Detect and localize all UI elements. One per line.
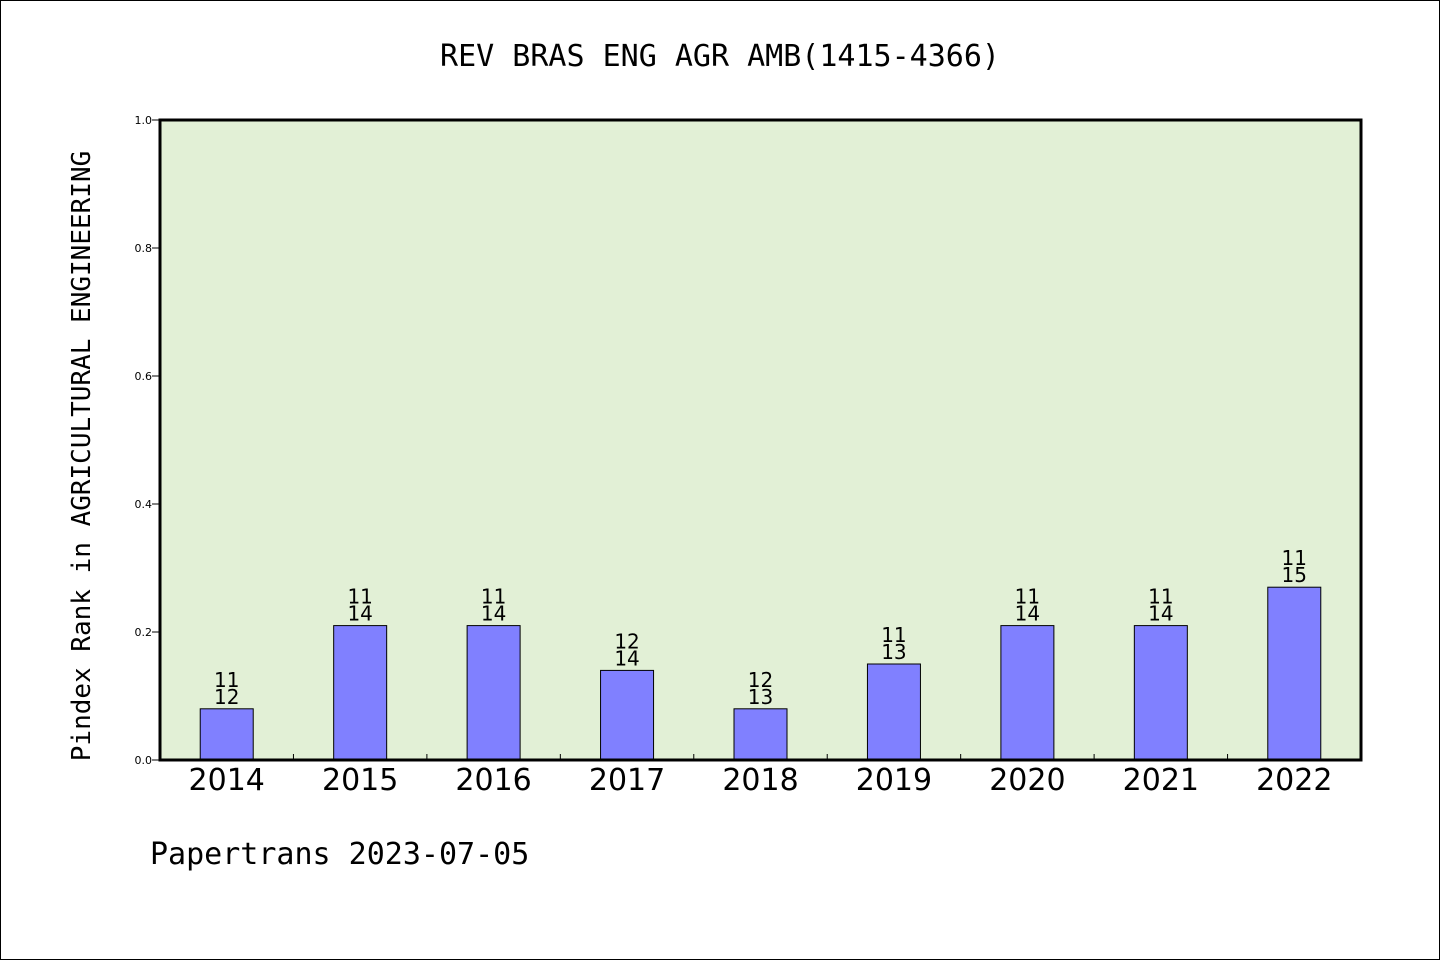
bar-2017 xyxy=(600,669,655,761)
bar-2021 xyxy=(1133,625,1188,761)
plot-border xyxy=(158,118,1363,762)
y-axis: 0.0 0.2 0.4 0.6 0.8 1.0 xyxy=(135,114,160,767)
x-tick-label: 2020 xyxy=(989,763,1065,798)
chart-title: REV BRAS ENG AGR AMB(1415-4366) xyxy=(440,39,1000,74)
x-tick-label: 2016 xyxy=(455,763,531,798)
bar-label-bottom: 14 xyxy=(481,602,506,626)
bar-label-top: 11 xyxy=(347,585,372,609)
bar-label-bottom: 13 xyxy=(881,640,906,664)
bar-label-top: 11 xyxy=(1015,585,1040,609)
bar-2019 xyxy=(866,663,921,761)
bar-label-top: 12 xyxy=(614,629,639,653)
x-tick-label: 2022 xyxy=(1256,763,1332,798)
bar-label-bottom: 12 xyxy=(214,685,239,709)
bar-2022 xyxy=(1267,586,1322,761)
bar-label-bottom: 14 xyxy=(347,602,372,626)
bar-label-bottom: 14 xyxy=(1148,602,1173,626)
bar-label-bottom: 15 xyxy=(1282,563,1307,587)
bar-label-top: 11 xyxy=(214,668,239,692)
bar-label-bottom: 14 xyxy=(614,646,639,670)
bar-label-top: 11 xyxy=(1282,546,1307,570)
bar-2018 xyxy=(733,708,788,761)
bar-2020 xyxy=(1000,625,1055,761)
bar-label-top: 11 xyxy=(1148,585,1173,609)
bar-2015 xyxy=(333,625,388,761)
y-tick-label: 0.2 xyxy=(135,626,153,639)
x-axis: 2014 2015 2016 2017 2018 2019 2020 2021 2022 xyxy=(189,754,1332,798)
x-tick-label: 2014 xyxy=(189,763,265,798)
bar-label-bottom: 13 xyxy=(748,685,773,709)
bar-label-top: 11 xyxy=(881,623,906,647)
y-axis-label: Pindex Rank in AGRICULTURAL ENGINEERING xyxy=(67,151,97,761)
bar-label-top: 12 xyxy=(748,668,773,692)
y-tick-label: 0.8 xyxy=(135,242,153,255)
y-tick-label: 0.6 xyxy=(135,370,153,383)
bar-label-top: 11 xyxy=(481,585,506,609)
y-tick-label: 0.0 xyxy=(135,754,153,767)
x-tick-label: 2017 xyxy=(589,763,665,798)
y-tick-label: 0.4 xyxy=(135,498,153,511)
x-tick-label: 2021 xyxy=(1123,763,1199,798)
x-tick-label: 2019 xyxy=(856,763,932,798)
bar-2016 xyxy=(466,625,521,761)
bar-2014 xyxy=(199,708,254,761)
y-tick-label: 1.0 xyxy=(135,114,153,127)
x-tick-label: 2018 xyxy=(722,763,798,798)
footer-credit: Papertrans 2023-07-05 xyxy=(150,837,529,872)
bar-label-bottom: 14 xyxy=(1015,602,1040,626)
x-tick-label: 2015 xyxy=(322,763,398,798)
